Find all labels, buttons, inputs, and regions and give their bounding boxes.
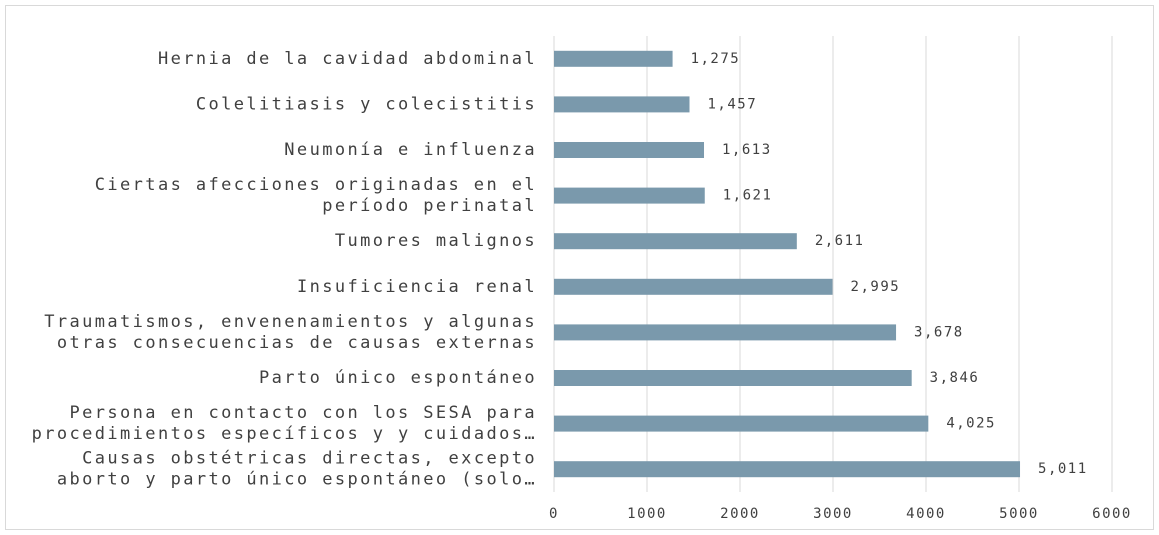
bar [554,415,929,432]
data-label: 2,995 [851,279,901,295]
data-label: 1,613 [722,142,772,158]
x-tick-label: 4000 [906,506,946,522]
x-tick-label: 1000 [627,506,667,522]
y-tick-label: Ciertas afecciones originadas en el perío… [95,175,537,216]
data-label: 1,621 [723,188,773,204]
data-label: 4,025 [946,416,996,432]
bar [554,142,705,158]
data-label: 2,611 [815,233,865,249]
y-tick-label: Insuficiencia renal [297,277,537,297]
data-label: 1,457 [708,96,758,112]
y-tick-label: Hernia de la cavidad abdominal [158,49,537,69]
x-tick-label: 3000 [813,506,853,522]
y-tick-label: Colelitiasis y colecistitis [196,94,537,114]
bar [554,278,833,295]
x-tick-label: 0 [549,506,559,522]
bar [554,96,690,113]
data-label: 5,011 [1038,461,1088,477]
y-tick-label: Tumores malignos [335,231,537,251]
y-tick-label: Traumatismos, envenenamientos y algunas o… [44,312,537,353]
x-tick-label: 6000 [1092,506,1132,522]
y-tick-label: Persona en contacto con los SESA para pro… [32,403,537,444]
bar [554,324,897,341]
x-tick-label: 2000 [720,506,760,522]
y-tick-label: Causas obstétricas directas, excepto abor… [57,449,537,490]
y-tick-label: Parto único espontáneo [259,368,537,388]
bar [554,233,797,250]
bar [554,187,705,204]
bar [554,370,912,386]
chart-border [5,5,1154,530]
bar [554,50,673,67]
bar [554,461,1021,478]
y-tick-label: Neumonía e influenza [284,140,537,160]
data-label: 3,678 [914,324,964,340]
data-label: 3,846 [930,370,980,386]
x-tick-label: 5000 [999,506,1039,522]
data-label: 1,275 [691,51,741,67]
